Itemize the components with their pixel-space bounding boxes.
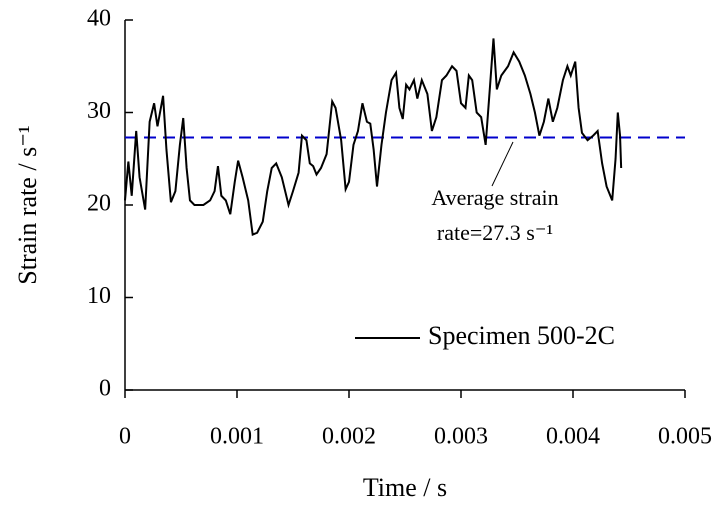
y-tick-label: 40 bbox=[87, 6, 111, 32]
annotation: Average strain bbox=[431, 185, 558, 210]
x-tick-label: 0.002 bbox=[322, 424, 376, 450]
x-tick-label: 0 bbox=[119, 424, 131, 450]
x-tick-label: 0.001 bbox=[210, 424, 264, 450]
annotation-leader bbox=[491, 141, 514, 187]
y-axis-title: Strain rate / s⁻¹ bbox=[13, 125, 42, 284]
x-axis-title: Time / s bbox=[363, 473, 447, 502]
x-tick-label: 0.004 bbox=[546, 424, 600, 450]
legend-label: Specimen 500-2C bbox=[428, 321, 615, 350]
y-tick-label: 20 bbox=[87, 191, 111, 217]
data-line bbox=[124, 38, 623, 237]
y-tick-label: 10 bbox=[87, 283, 111, 309]
y-tick-label: 0 bbox=[99, 376, 111, 402]
annotation: rate=27.3 s⁻¹ bbox=[437, 220, 553, 245]
y-tick-label: 30 bbox=[87, 98, 111, 124]
x-tick-label: 0.005 bbox=[658, 424, 712, 450]
x-tick-label: 0.003 bbox=[434, 424, 488, 450]
